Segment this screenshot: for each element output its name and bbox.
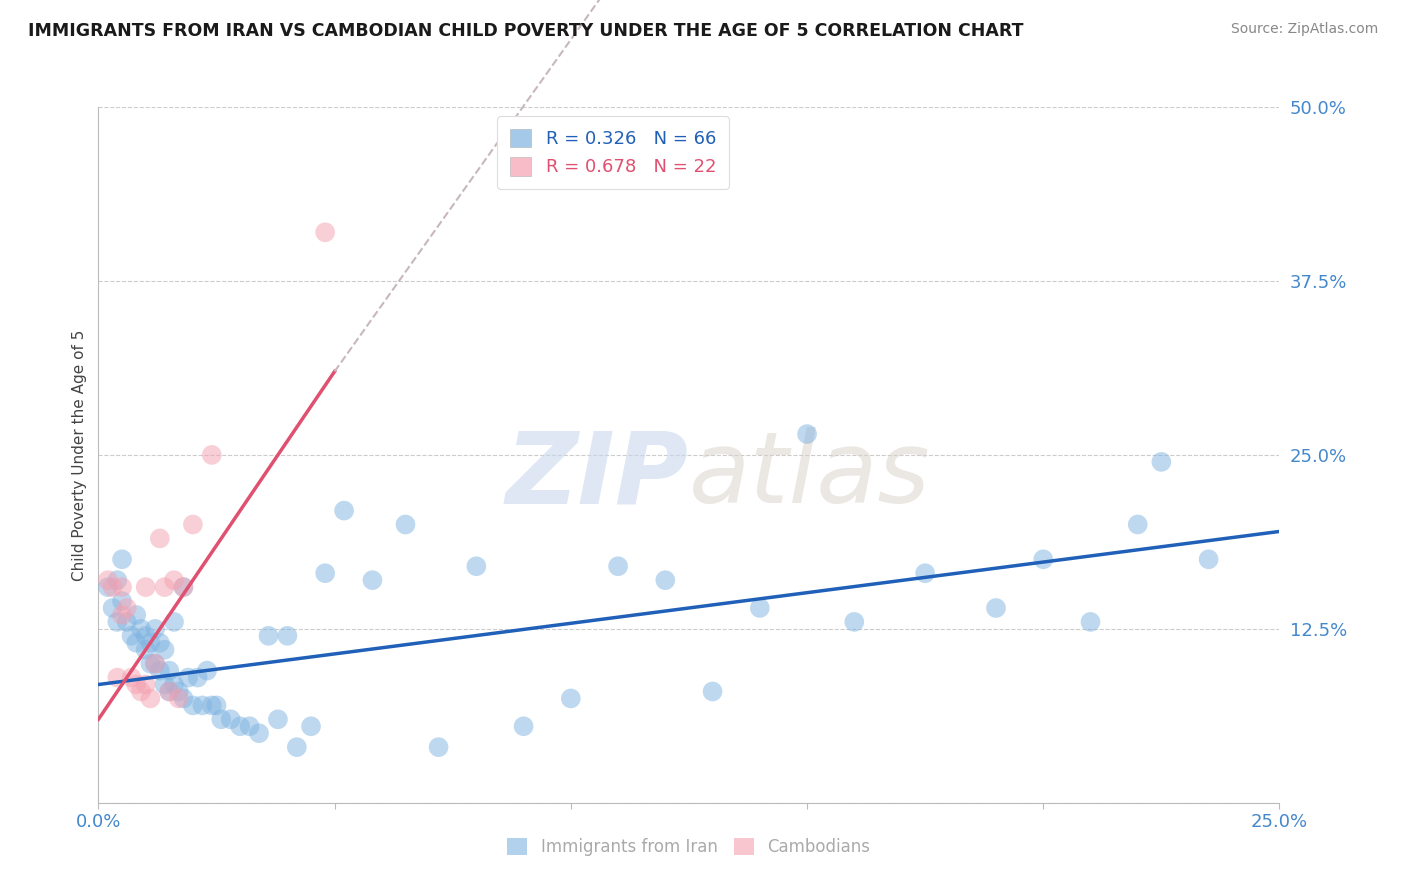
Point [129, 622, 152, 636]
Point [135, 642, 157, 657]
Point [143, 657, 166, 671]
Point [333, 503, 356, 517]
Point [121, 629, 143, 643]
Point [157, 684, 180, 698]
Text: Source: ZipAtlas.com: Source: ZipAtlas.com [1230, 22, 1378, 37]
Point [143, 657, 166, 671]
Point [219, 712, 242, 726]
Point [135, 580, 157, 594]
Point [157, 684, 180, 698]
Point [149, 532, 172, 546]
Point [135, 629, 157, 643]
Point [121, 671, 143, 685]
Point [111, 580, 134, 594]
Point [257, 629, 280, 643]
Point [181, 698, 204, 713]
Point [394, 517, 416, 532]
Point [97, 573, 120, 587]
Point [276, 629, 298, 643]
Point [314, 566, 336, 581]
Point [361, 573, 384, 587]
Point [1080, 615, 1102, 629]
Point [512, 719, 534, 733]
Point [115, 601, 138, 615]
Point [125, 677, 148, 691]
Point [101, 601, 124, 615]
Point [105, 615, 128, 629]
Point [125, 607, 148, 622]
Point [143, 622, 166, 636]
Point [177, 671, 200, 685]
Point [1198, 552, 1220, 566]
Point [167, 684, 190, 698]
Point [105, 671, 128, 685]
Point [984, 601, 1007, 615]
Point [149, 664, 172, 678]
Text: atlas: atlas [689, 427, 931, 524]
Point [748, 601, 770, 615]
Point [163, 677, 186, 691]
Point [314, 225, 336, 239]
Point [111, 552, 134, 566]
Point [914, 566, 936, 581]
Point [654, 573, 676, 587]
Point [285, 740, 308, 755]
Point [229, 719, 252, 733]
Point [139, 691, 162, 706]
Point [465, 559, 488, 574]
Point [135, 677, 157, 691]
Point [172, 580, 194, 594]
Point [607, 559, 630, 574]
Point [172, 580, 194, 594]
Point [139, 636, 162, 650]
Point [115, 615, 138, 629]
Point [181, 517, 204, 532]
Point [163, 615, 186, 629]
Point [191, 698, 214, 713]
Point [105, 573, 128, 587]
Y-axis label: Child Poverty Under the Age of 5: Child Poverty Under the Age of 5 [72, 329, 87, 581]
Point [427, 740, 450, 755]
Point [111, 607, 134, 622]
Point [149, 636, 172, 650]
Point [157, 664, 180, 678]
Point [172, 691, 194, 706]
Point [844, 615, 866, 629]
Point [267, 712, 290, 726]
Point [796, 427, 818, 442]
Point [702, 684, 724, 698]
Point [153, 642, 176, 657]
Point [247, 726, 270, 740]
Point [187, 671, 209, 685]
Point [153, 580, 176, 594]
Point [153, 677, 176, 691]
Point [97, 580, 120, 594]
Point [1126, 517, 1149, 532]
Text: IMMIGRANTS FROM IRAN VS CAMBODIAN CHILD POVERTY UNDER THE AGE OF 5 CORRELATION C: IMMIGRANTS FROM IRAN VS CAMBODIAN CHILD … [28, 22, 1024, 40]
Point [299, 719, 322, 733]
Point [125, 636, 148, 650]
Point [1032, 552, 1054, 566]
Point [205, 698, 228, 713]
Point [1150, 455, 1173, 469]
Point [139, 657, 162, 671]
Point [101, 580, 124, 594]
Point [239, 719, 262, 733]
Point [201, 448, 224, 462]
Point [195, 664, 218, 678]
Point [209, 712, 232, 726]
Legend: Immigrants from Iran, Cambodians: Immigrants from Iran, Cambodians [499, 830, 879, 864]
Point [201, 698, 224, 713]
Point [111, 594, 134, 608]
Point [560, 691, 582, 706]
Point [167, 691, 190, 706]
Point [163, 573, 186, 587]
Text: ZIP: ZIP [506, 427, 689, 524]
Point [129, 684, 152, 698]
